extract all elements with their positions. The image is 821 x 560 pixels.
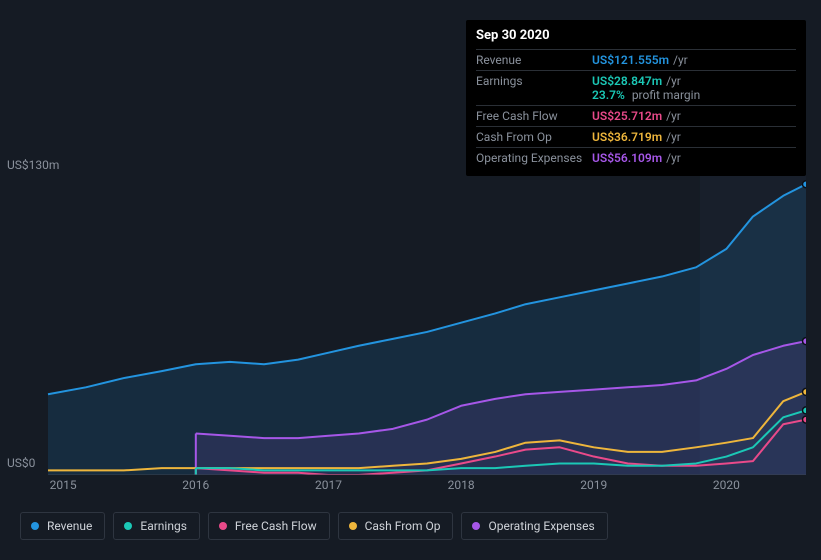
tooltip-metric-label: Free Cash Flow: [476, 109, 592, 123]
tooltip-metric-label: Earnings: [476, 74, 592, 102]
legend-item-free-cash-flow[interactable]: Free Cash Flow: [208, 512, 330, 540]
legend-label: Operating Expenses: [488, 519, 594, 533]
tooltip-metric-value: US$36.719m: [592, 130, 662, 144]
tooltip-metric-value: US$25.712m: [592, 109, 662, 123]
tooltip-metric-label: Revenue: [476, 53, 592, 67]
tooltip-extra-unit: profit margin: [629, 88, 700, 102]
legend-dot-icon: [219, 522, 227, 530]
x-axis-tick: 2019: [580, 478, 607, 492]
tooltip-metric-label: Cash From Op: [476, 130, 592, 144]
tooltip-metric-unit: /yr: [666, 109, 681, 123]
legend-item-cash-from-op[interactable]: Cash From Op: [338, 512, 454, 540]
financials-chart[interactable]: [16, 155, 806, 495]
tooltip-row: Free Cash FlowUS$25.712m/yr: [476, 105, 796, 126]
legend-dot-icon: [349, 522, 357, 530]
legend-item-revenue[interactable]: Revenue: [20, 512, 105, 540]
x-axis-tick: 2018: [448, 478, 475, 492]
chart-tooltip: Sep 30 2020 RevenueUS$121.555m/yrEarning…: [466, 20, 806, 176]
x-axis-tick: 2015: [50, 478, 77, 492]
chart-legend: Revenue Earnings Free Cash Flow Cash From O…: [20, 512, 608, 540]
tooltip-extra-value: 23.7%: [592, 88, 625, 102]
tooltip-metric-unit: /yr: [666, 151, 681, 165]
legend-label: Free Cash Flow: [235, 519, 317, 533]
legend-label: Earnings: [140, 519, 187, 533]
tooltip-metric-unit: /yr: [673, 53, 688, 67]
x-axis-tick: 2020: [713, 478, 740, 492]
tooltip-row: EarningsUS$28.847m/yr 23.7% profit margin: [476, 70, 796, 105]
tooltip-date: Sep 30 2020: [476, 26, 796, 49]
tooltip-metric-unit: /yr: [666, 130, 681, 144]
x-axis-tick: 2016: [182, 478, 209, 492]
x-axis-tick: 2017: [315, 478, 342, 492]
y-axis-label-bottom: US$0: [7, 456, 35, 470]
legend-dot-icon: [31, 522, 39, 530]
legend-dot-icon: [124, 522, 132, 530]
tooltip-metric-unit: /yr: [666, 74, 681, 88]
legend-label: Cash From Op: [365, 519, 441, 533]
tooltip-metric-value: US$121.555m: [592, 53, 669, 67]
legend-label: Revenue: [47, 519, 92, 533]
tooltip-metric-label: Operating Expenses: [476, 151, 592, 165]
legend-item-earnings[interactable]: Earnings: [113, 512, 200, 540]
y-axis-label-top: US$130m: [7, 158, 59, 172]
tooltip-row: RevenueUS$121.555m/yr: [476, 49, 796, 70]
tooltip-metric-value: US$56.109m: [592, 151, 662, 165]
x-axis: 2015 2016 2017 2018 2019 2020: [16, 478, 806, 498]
tooltip-row: Cash From OpUS$36.719m/yr: [476, 126, 796, 147]
legend-dot-icon: [472, 522, 480, 530]
tooltip-metric-value: US$28.847m: [592, 74, 662, 88]
tooltip-row: Operating ExpensesUS$56.109m/yr: [476, 147, 796, 168]
legend-item-operating-expenses[interactable]: Operating Expenses: [461, 512, 607, 540]
